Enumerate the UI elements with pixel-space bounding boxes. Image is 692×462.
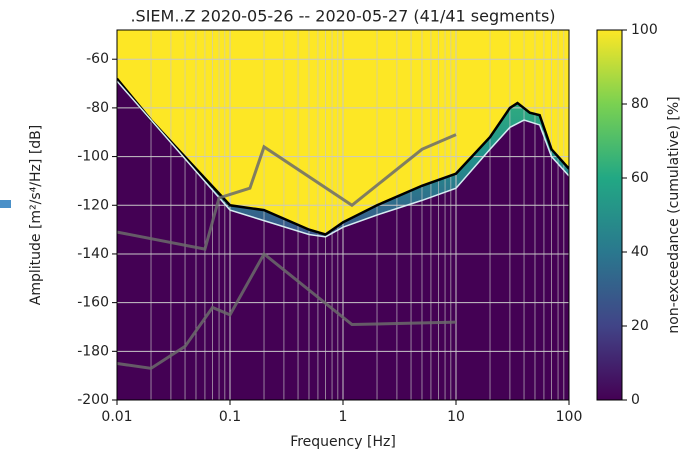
line xyxy=(117,251,457,370)
y-tick-label: -140 xyxy=(77,246,109,262)
x-tick-label: 10 xyxy=(447,409,465,425)
y-tick-label: -180 xyxy=(77,343,109,359)
y-tick-label: -60 xyxy=(86,51,109,67)
plot-area xyxy=(117,30,569,400)
edge-marker xyxy=(0,200,11,208)
x-tick-label: 0.01 xyxy=(101,409,132,425)
colorbar xyxy=(596,29,623,401)
y-tick-label: -100 xyxy=(77,149,109,165)
line xyxy=(117,77,569,236)
chart-title: .SIEM..Z 2020-05-26 -- 2020-05-27 (41/41… xyxy=(130,7,555,26)
y-axis-label: Amplitude [m²/s⁴/Hz] [dB] xyxy=(28,125,44,305)
x-tick-label: 0.1 xyxy=(219,409,241,425)
line xyxy=(117,80,569,238)
x-axis-label: Frequency [Hz] xyxy=(290,434,396,450)
y-tick-label: -200 xyxy=(77,392,109,408)
y-tick-label: -80 xyxy=(86,100,109,116)
colorbar-label: non-exceedance (cumulative) [%] xyxy=(666,96,682,333)
heatmap-band xyxy=(117,78,569,237)
line xyxy=(117,133,457,251)
colorbar-tick-label: 80 xyxy=(631,96,649,112)
colorbar-tick-label: 60 xyxy=(631,170,649,186)
y-tick-label: -160 xyxy=(77,295,109,311)
y-tick-label: -120 xyxy=(77,197,109,213)
x-tick-label: 100 xyxy=(556,409,583,425)
colorbar-tick-label: 0 xyxy=(631,392,640,408)
colorbar-tick-label: 40 xyxy=(631,244,649,260)
colorbar-tick-label: 20 xyxy=(631,318,649,334)
x-tick-label: 1 xyxy=(339,409,348,425)
colorbar-tick-label: 100 xyxy=(631,22,658,38)
